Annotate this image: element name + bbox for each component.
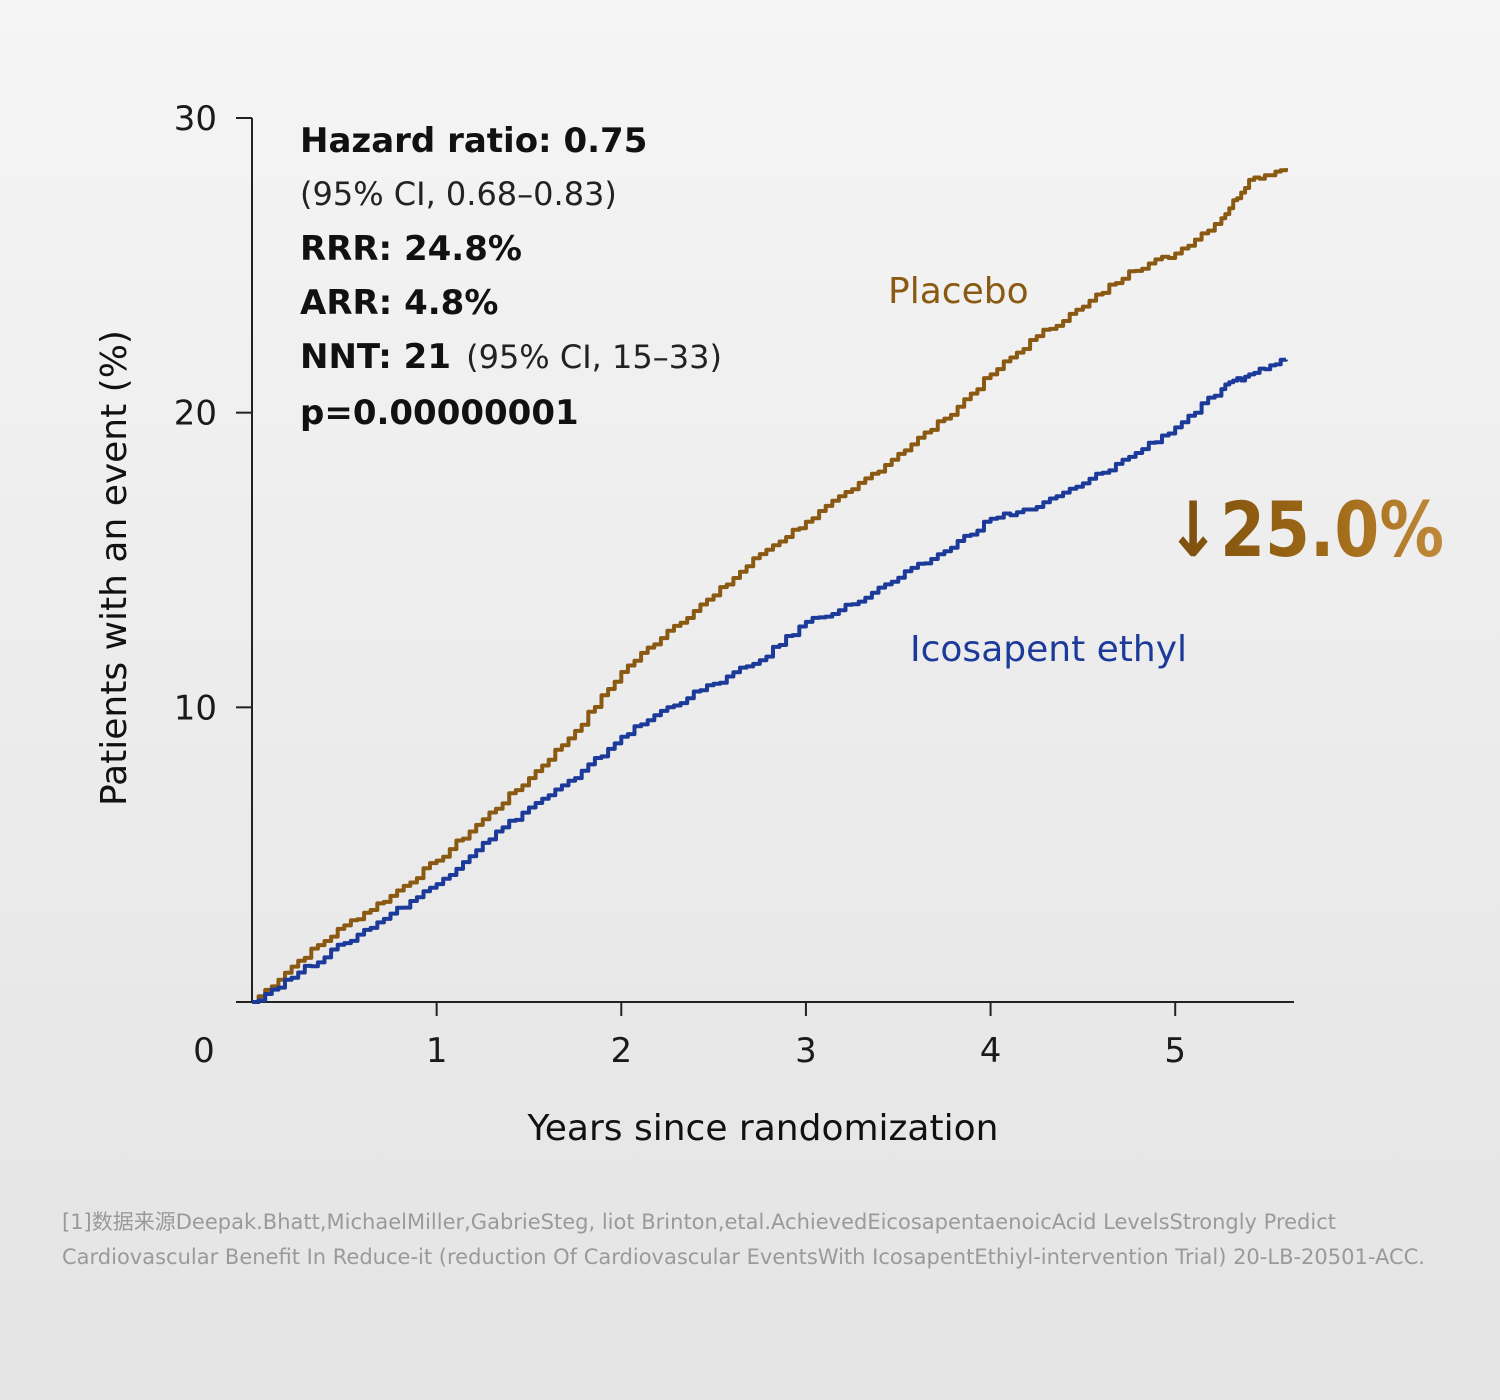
x-tick-label: 2 xyxy=(610,1031,632,1071)
nnt-ci: (95% CI, 15–33) xyxy=(466,338,722,376)
rrr-value: RRR: 24.8% xyxy=(300,229,522,269)
x-tick-label: 1 xyxy=(426,1031,448,1071)
y-tick-label: 10 xyxy=(174,688,217,728)
x-tick-label: 3 xyxy=(795,1031,817,1071)
icosapent-ethyl-line xyxy=(252,357,1288,1004)
y-tick-label: 30 xyxy=(174,99,217,139)
reduction-percent: ↓25.0% xyxy=(1166,485,1444,574)
x-tick-label: 4 xyxy=(980,1031,1002,1071)
source-footnote: [1]数据来源Deepak.Bhatt,MichaelMiller,Gabrie… xyxy=(62,1210,1425,1269)
event-rate-chart: 10 20 30 1 2 3 4 5 0 Years since randomization… xyxy=(94,99,1444,1149)
origin-label: 0 xyxy=(193,1031,215,1071)
x-axis-ticks: 1 2 3 4 5 xyxy=(426,1002,1186,1071)
placebo-line xyxy=(252,168,1288,1004)
y-axis-ticks: 10 20 30 xyxy=(174,99,252,1003)
hazard-ratio: Hazard ratio: 0.75 xyxy=(300,121,647,161)
x-axis-title: Years since randomization xyxy=(527,1108,999,1149)
placebo-label: Placebo xyxy=(888,271,1029,312)
hazard-ratio-ci: (95% CI, 0.68–0.83) xyxy=(300,175,617,213)
y-axis-title: Patients with an event (%) xyxy=(94,330,135,806)
nnt-line: NNT: 21 (95% CI, 15–33) xyxy=(300,337,722,377)
p-value: p=0.00000001 xyxy=(300,393,579,433)
x-tick-label: 5 xyxy=(1164,1031,1186,1071)
y-tick-label: 20 xyxy=(174,394,217,434)
arr-value: ARR: 4.8% xyxy=(300,283,498,323)
nnt-value: NNT: 21 xyxy=(300,337,451,377)
icosapent-ethyl-label: Icosapent ethyl xyxy=(910,629,1187,670)
